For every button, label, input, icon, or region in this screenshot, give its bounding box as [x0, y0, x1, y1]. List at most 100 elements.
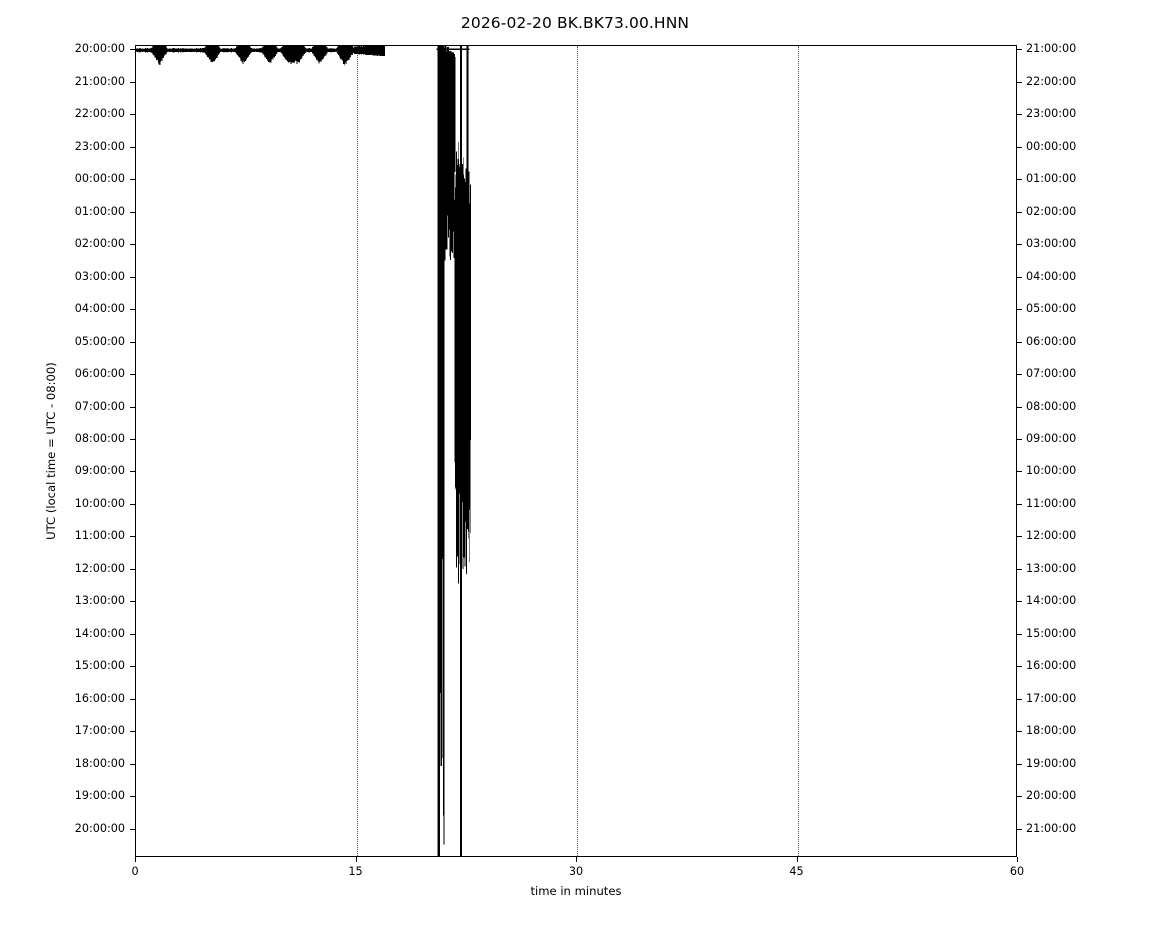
y-tick-right-label: 21:00:00 — [1026, 821, 1077, 835]
x-tick-label: 45 — [789, 865, 804, 878]
y-tick-left-mark — [130, 698, 135, 700]
y-tick-right-mark — [1017, 146, 1022, 148]
y-tick-right-mark — [1017, 211, 1022, 213]
y-tick-right-mark — [1017, 698, 1022, 700]
plot-axes — [135, 45, 1017, 857]
y-tick-left-mark — [130, 341, 135, 343]
x-tick-label: 60 — [1009, 865, 1025, 878]
y-tick-right-label: 02:00:00 — [1026, 204, 1077, 218]
y-tick-left-label: 12:00:00 — [74, 561, 125, 575]
y-tick-right-label: 16:00:00 — [1026, 659, 1077, 673]
y-tick-right-label: 03:00:00 — [1026, 237, 1077, 251]
y-tick-left-label: 06:00:00 — [74, 367, 125, 381]
y-tick-right-mark — [1017, 731, 1022, 733]
x-tick-label: 0 — [131, 865, 139, 878]
y-tick-right-mark — [1017, 179, 1022, 181]
y-tick-left-mark — [130, 731, 135, 733]
y-tick-left-label: 15:00:00 — [74, 659, 125, 673]
y-tick-right-label: 05:00:00 — [1026, 302, 1077, 316]
y-tick-left-label: 18:00:00 — [74, 756, 125, 770]
y-tick-right-label: 19:00:00 — [1026, 756, 1077, 770]
y-tick-right-mark — [1017, 341, 1022, 343]
y-tick-right-label: 07:00:00 — [1026, 367, 1077, 381]
y-tick-left-label: 03:00:00 — [74, 269, 125, 283]
y-tick-right-label: 17:00:00 — [1026, 691, 1077, 705]
gridline-vertical — [797, 46, 799, 856]
y-tick-left-label: 09:00:00 — [74, 464, 125, 478]
y-tick-right-label: 06:00:00 — [1026, 334, 1077, 348]
x-tick-mark — [135, 857, 136, 862]
y-tick-right-mark — [1017, 244, 1022, 246]
y-tick-left-label: 08:00:00 — [74, 432, 125, 445]
y-tick-left-mark — [130, 179, 135, 181]
y-tick-left-mark — [130, 666, 135, 668]
y-tick-right-mark — [1017, 49, 1022, 51]
y-tick-right-mark — [1017, 536, 1022, 538]
y-tick-right-mark — [1017, 763, 1022, 765]
y-tick-right-mark — [1017, 114, 1022, 116]
y-tick-left-mark — [130, 633, 135, 635]
y-tick-right-mark — [1017, 666, 1022, 668]
y-tick-left-label: 14:00:00 — [74, 626, 125, 640]
y-tick-left-mark — [130, 763, 135, 765]
y-tick-left-mark — [130, 796, 135, 798]
y-tick-left-label: 02:00:00 — [74, 237, 125, 251]
y-tick-left-label: 04:00:00 — [74, 302, 125, 316]
y-tick-left-label: 20:00:00 — [74, 42, 125, 56]
y-tick-left-mark — [130, 276, 135, 278]
y-tick-left-label: 16:00:00 — [74, 691, 125, 705]
y-tick-left-mark — [130, 211, 135, 213]
gridline-vertical — [356, 46, 358, 856]
y-tick-right-mark — [1017, 633, 1022, 635]
y-tick-right-label: 22:00:00 — [1026, 74, 1077, 88]
y-tick-left-mark — [130, 568, 135, 570]
y-tick-left-mark — [130, 828, 135, 830]
y-tick-left-label: 01:00:00 — [74, 204, 125, 218]
y-tick-left-mark — [130, 601, 135, 603]
y-tick-right-mark — [1017, 568, 1022, 570]
x-tick-label: 30 — [568, 865, 584, 878]
y-tick-right-label: 09:00:00 — [1026, 432, 1077, 445]
y-tick-right-label: 23:00:00 — [1026, 107, 1077, 121]
y-tick-left-mark — [130, 439, 135, 440]
y-tick-left-mark — [130, 309, 135, 311]
x-tick-mark — [796, 857, 798, 862]
y-tick-left-label: 07:00:00 — [74, 399, 125, 413]
y-tick-right-mark — [1017, 471, 1022, 473]
y-tick-right-mark — [1017, 439, 1022, 440]
y-tick-right-label: 13:00:00 — [1026, 561, 1077, 575]
y-tick-left-mark — [130, 536, 135, 538]
y-tick-left-label: 13:00:00 — [74, 594, 125, 608]
y-tick-left-label: 05:00:00 — [74, 334, 125, 348]
y-tick-right-mark — [1017, 796, 1022, 798]
y-tick-right-mark — [1017, 406, 1022, 408]
x-axis-label: time in minutes — [530, 884, 622, 898]
y-tick-left-mark — [130, 146, 135, 148]
y-tick-left-mark — [130, 503, 135, 505]
y-tick-right-label: 20:00:00 — [1026, 789, 1077, 803]
y-tick-left-mark — [130, 406, 135, 408]
y-tick-left-mark — [130, 244, 135, 246]
y-tick-right-label: 04:00:00 — [1026, 269, 1077, 283]
y-tick-left-label: 11:00:00 — [74, 529, 125, 543]
y-tick-right-mark — [1017, 828, 1022, 830]
y-tick-right-mark — [1017, 309, 1022, 311]
y-tick-left-label: 20:00:00 — [74, 821, 125, 835]
y-tick-left-mark — [130, 374, 135, 376]
y-tick-right-label: 00:00:00 — [1026, 139, 1077, 153]
y-tick-right-mark — [1017, 601, 1022, 603]
y-tick-left-mark — [130, 49, 135, 51]
x-tick-label: 15 — [348, 865, 363, 878]
gridline-vertical — [577, 46, 578, 856]
y-tick-left-label: 22:00:00 — [74, 107, 125, 121]
y-tick-left-mark — [130, 471, 135, 473]
y-tick-right-label: 15:00:00 — [1026, 626, 1077, 640]
y-tick-right-label: 18:00:00 — [1026, 724, 1077, 738]
y-tick-left-label: 10:00:00 — [74, 496, 125, 510]
y-axis-label: UTC (local time = UTC - 08:00) — [44, 362, 58, 540]
y-tick-left-label: 00:00:00 — [74, 172, 125, 186]
x-tick-mark — [355, 857, 357, 862]
y-tick-left-label: 19:00:00 — [74, 789, 125, 803]
y-tick-right-mark — [1017, 81, 1022, 83]
